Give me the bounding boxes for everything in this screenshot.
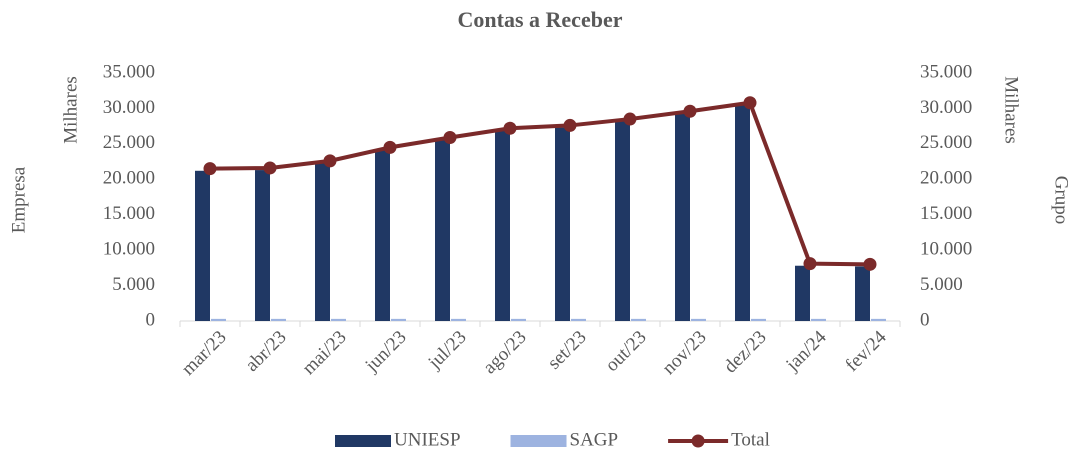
bar: [255, 170, 270, 321]
line-marker: [263, 161, 277, 175]
legend-swatch: [335, 435, 391, 447]
y-axis-title: Empresa: [8, 166, 29, 233]
line-marker: [323, 154, 337, 168]
legend-swatch: [510, 435, 567, 447]
x-tick-label: set/23: [544, 327, 591, 374]
y2-tick-label: 10.000: [920, 239, 972, 260]
y-tick-label: 20.000: [103, 168, 155, 189]
bar: [631, 318, 646, 321]
line-marker: [383, 140, 397, 154]
bar: [391, 318, 406, 321]
bar: [615, 121, 630, 321]
x-tick-label: dez/23: [720, 327, 771, 378]
bar: [375, 149, 390, 321]
bar: [511, 318, 526, 321]
y2-tick-label: 25.000: [920, 132, 972, 153]
x-tick-label: abr/23: [241, 327, 290, 376]
y-tick-label: 25.000: [103, 132, 155, 153]
bar: [751, 318, 766, 321]
x-tick-label: mar/23: [178, 327, 231, 380]
y-tick-label: 5.000: [112, 274, 155, 295]
legend-label: UNIESP: [394, 429, 461, 450]
x-tick-label: mai/23: [298, 327, 350, 379]
x-tick-label: jan/24: [781, 326, 830, 375]
bar: [555, 127, 570, 321]
y-unit-label: Milhares: [60, 76, 81, 144]
bar: [211, 318, 226, 321]
bar: [451, 318, 466, 321]
x-tick-label: ago/23: [479, 327, 530, 378]
legend-label: Total: [731, 429, 770, 450]
line-marker: [443, 130, 457, 144]
line: [209, 100, 871, 267]
bar: [495, 130, 510, 321]
y-tick-label: 35.000: [103, 61, 155, 82]
legend-label: SAGP: [570, 429, 619, 450]
line-marker: [683, 104, 697, 118]
bar: [195, 170, 210, 321]
y2-tick-label: 15.000: [920, 203, 972, 224]
line-marker: [623, 112, 637, 126]
y2-unit-label: Milhares: [1001, 76, 1022, 144]
x-tick-label: jul/23: [424, 327, 471, 374]
line-marker: [863, 257, 877, 271]
chart-title: Contas a Receber: [458, 7, 623, 32]
bar: [435, 139, 450, 321]
bar: [315, 162, 330, 321]
y2-axis-title: Grupo: [1051, 176, 1072, 225]
y2-tick-label: 35.000: [920, 61, 972, 82]
y-tick-label: 10.000: [103, 239, 155, 260]
bar: [675, 113, 690, 321]
x-tick-label: fev/24: [841, 326, 891, 376]
bar: [571, 318, 586, 321]
line-marker: [743, 96, 757, 110]
x-tick-label: jun/23: [361, 327, 411, 377]
bar: [691, 318, 706, 321]
y-tick-label: 0: [146, 309, 156, 330]
line-marker: [203, 162, 217, 176]
bar: [795, 265, 810, 321]
y-tick-label: 30.000: [103, 97, 155, 118]
y2-tick-label: 5.000: [920, 274, 963, 295]
line-marker: [803, 257, 817, 271]
y-tick-label: 15.000: [103, 203, 155, 224]
bar: [271, 318, 286, 321]
y2-tick-label: 30.000: [920, 97, 972, 118]
y2-tick-label: 20.000: [920, 168, 972, 189]
x-tick-label: out/23: [601, 327, 650, 376]
x-tick-label: nov/23: [658, 327, 710, 379]
legend-marker: [691, 434, 705, 448]
bar: [811, 318, 826, 321]
y2-tick-label: 0: [920, 309, 930, 330]
bar: [855, 266, 870, 321]
line-marker: [503, 121, 517, 135]
line-marker: [563, 118, 577, 132]
bar: [331, 318, 346, 321]
bar: [735, 104, 750, 321]
bar: [871, 318, 886, 321]
